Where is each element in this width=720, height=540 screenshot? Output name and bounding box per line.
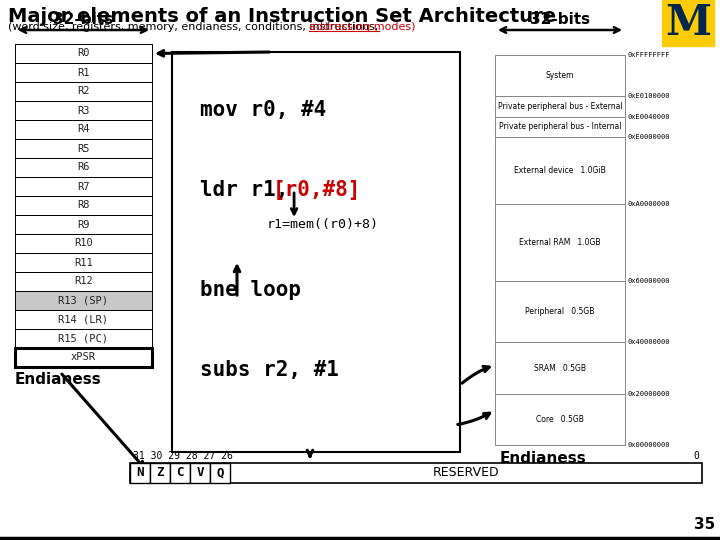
Text: System: System [546,71,574,80]
Text: External RAM   1.0GB: External RAM 1.0GB [519,238,600,247]
Text: R15 (PC): R15 (PC) [58,334,109,343]
Bar [15,329,152,348]
Bar [15,177,152,196]
Text: xPSR: xPSR [71,353,96,362]
Bar [190,463,210,483]
Text: 0xE0100000: 0xE0100000 [627,93,670,99]
Bar [15,234,152,253]
Text: 0xFFFFFFFF: 0xFFFFFFFF [627,52,670,58]
Text: 35: 35 [694,517,715,532]
Text: R0: R0 [77,49,90,58]
Text: External device   1.0GiB: External device 1.0GiB [514,166,606,175]
Text: Private peripheral bus - Internal: Private peripheral bus - Internal [499,123,621,131]
Text: R14 (LR): R14 (LR) [58,314,109,325]
Text: V: V [197,467,204,480]
Bar [15,101,152,120]
Text: (word size, registers, memory, endianess, conditions, instructions,: (word size, registers, memory, endianess… [8,22,382,32]
Text: Core   0.5GB: Core 0.5GB [536,415,584,424]
Text: Peripheral   0.5GB: Peripheral 0.5GB [526,307,595,316]
Bar [495,55,625,96]
Bar [495,204,625,281]
Text: R12: R12 [74,276,93,287]
Bar [15,310,152,329]
Bar [15,272,152,291]
Text: 0xA0000000: 0xA0000000 [627,201,670,207]
Bar [495,96,625,117]
Bar [662,0,714,46]
Text: [r0,#8]: [r0,#8] [272,180,361,200]
Text: R8: R8 [77,200,90,211]
Text: addressing modes): addressing modes) [309,22,415,32]
Text: bne loop: bne loop [200,280,301,300]
Text: 31 30 29 28 27 26: 31 30 29 28 27 26 [133,451,233,461]
Bar [495,281,625,342]
Bar [495,137,625,204]
Text: R6: R6 [77,163,90,172]
Text: 0: 0 [693,451,699,461]
Text: R4: R4 [77,125,90,134]
Bar [172,52,460,452]
Text: RESERVED: RESERVED [433,467,499,480]
Text: C: C [176,467,184,480]
Bar [495,394,625,445]
Bar [15,44,152,63]
Text: 0x60000000: 0x60000000 [627,278,670,284]
Text: 32-bits: 32-bits [53,12,114,27]
Text: 32-bits: 32-bits [530,12,590,27]
Bar [15,215,152,234]
Text: 0xE0000000: 0xE0000000 [627,134,670,140]
Text: subs r2, #1: subs r2, #1 [200,360,339,380]
Text: mov r0, #4: mov r0, #4 [200,100,326,120]
Text: R7: R7 [77,181,90,192]
Bar [15,253,152,272]
Text: R5: R5 [77,144,90,153]
Text: R1: R1 [77,68,90,78]
Text: R3: R3 [77,105,90,116]
Text: R10: R10 [74,239,93,248]
Bar [15,348,152,367]
Bar [130,463,150,483]
Text: Z: Z [156,467,163,480]
Text: R13 (SP): R13 (SP) [58,295,109,306]
Text: Endianess: Endianess [500,451,587,466]
Bar [15,196,152,215]
Text: r1=mem((r0)+8): r1=mem((r0)+8) [267,218,379,231]
Text: Endianess: Endianess [15,372,102,387]
Bar [130,463,702,483]
Text: M: M [665,2,711,44]
Bar [170,463,190,483]
Bar [15,82,152,101]
Bar [150,463,170,483]
Text: 0x20000000: 0x20000000 [627,390,670,397]
Text: Q: Q [216,467,224,480]
Bar [15,139,152,158]
Text: 0x00000000: 0x00000000 [627,442,670,448]
Text: SRAM   0.5GB: SRAM 0.5GB [534,363,586,373]
Bar [15,291,152,310]
Text: R9: R9 [77,219,90,230]
Text: ldr r1,: ldr r1, [200,180,301,200]
Text: Private peripheral bus - External: Private peripheral bus - External [498,102,622,111]
Text: 0xE0040000: 0xE0040000 [627,113,670,119]
Bar [15,158,152,177]
Bar [495,117,625,137]
Text: 0x40000000: 0x40000000 [627,339,670,346]
Bar [15,120,152,139]
Text: R2: R2 [77,86,90,97]
Bar [210,463,230,483]
Text: Major elements of an Instruction Set Architecture: Major elements of an Instruction Set Arc… [8,7,556,26]
Text: N: N [136,467,144,480]
Bar [495,342,625,394]
Text: R11: R11 [74,258,93,267]
Bar [15,63,152,82]
